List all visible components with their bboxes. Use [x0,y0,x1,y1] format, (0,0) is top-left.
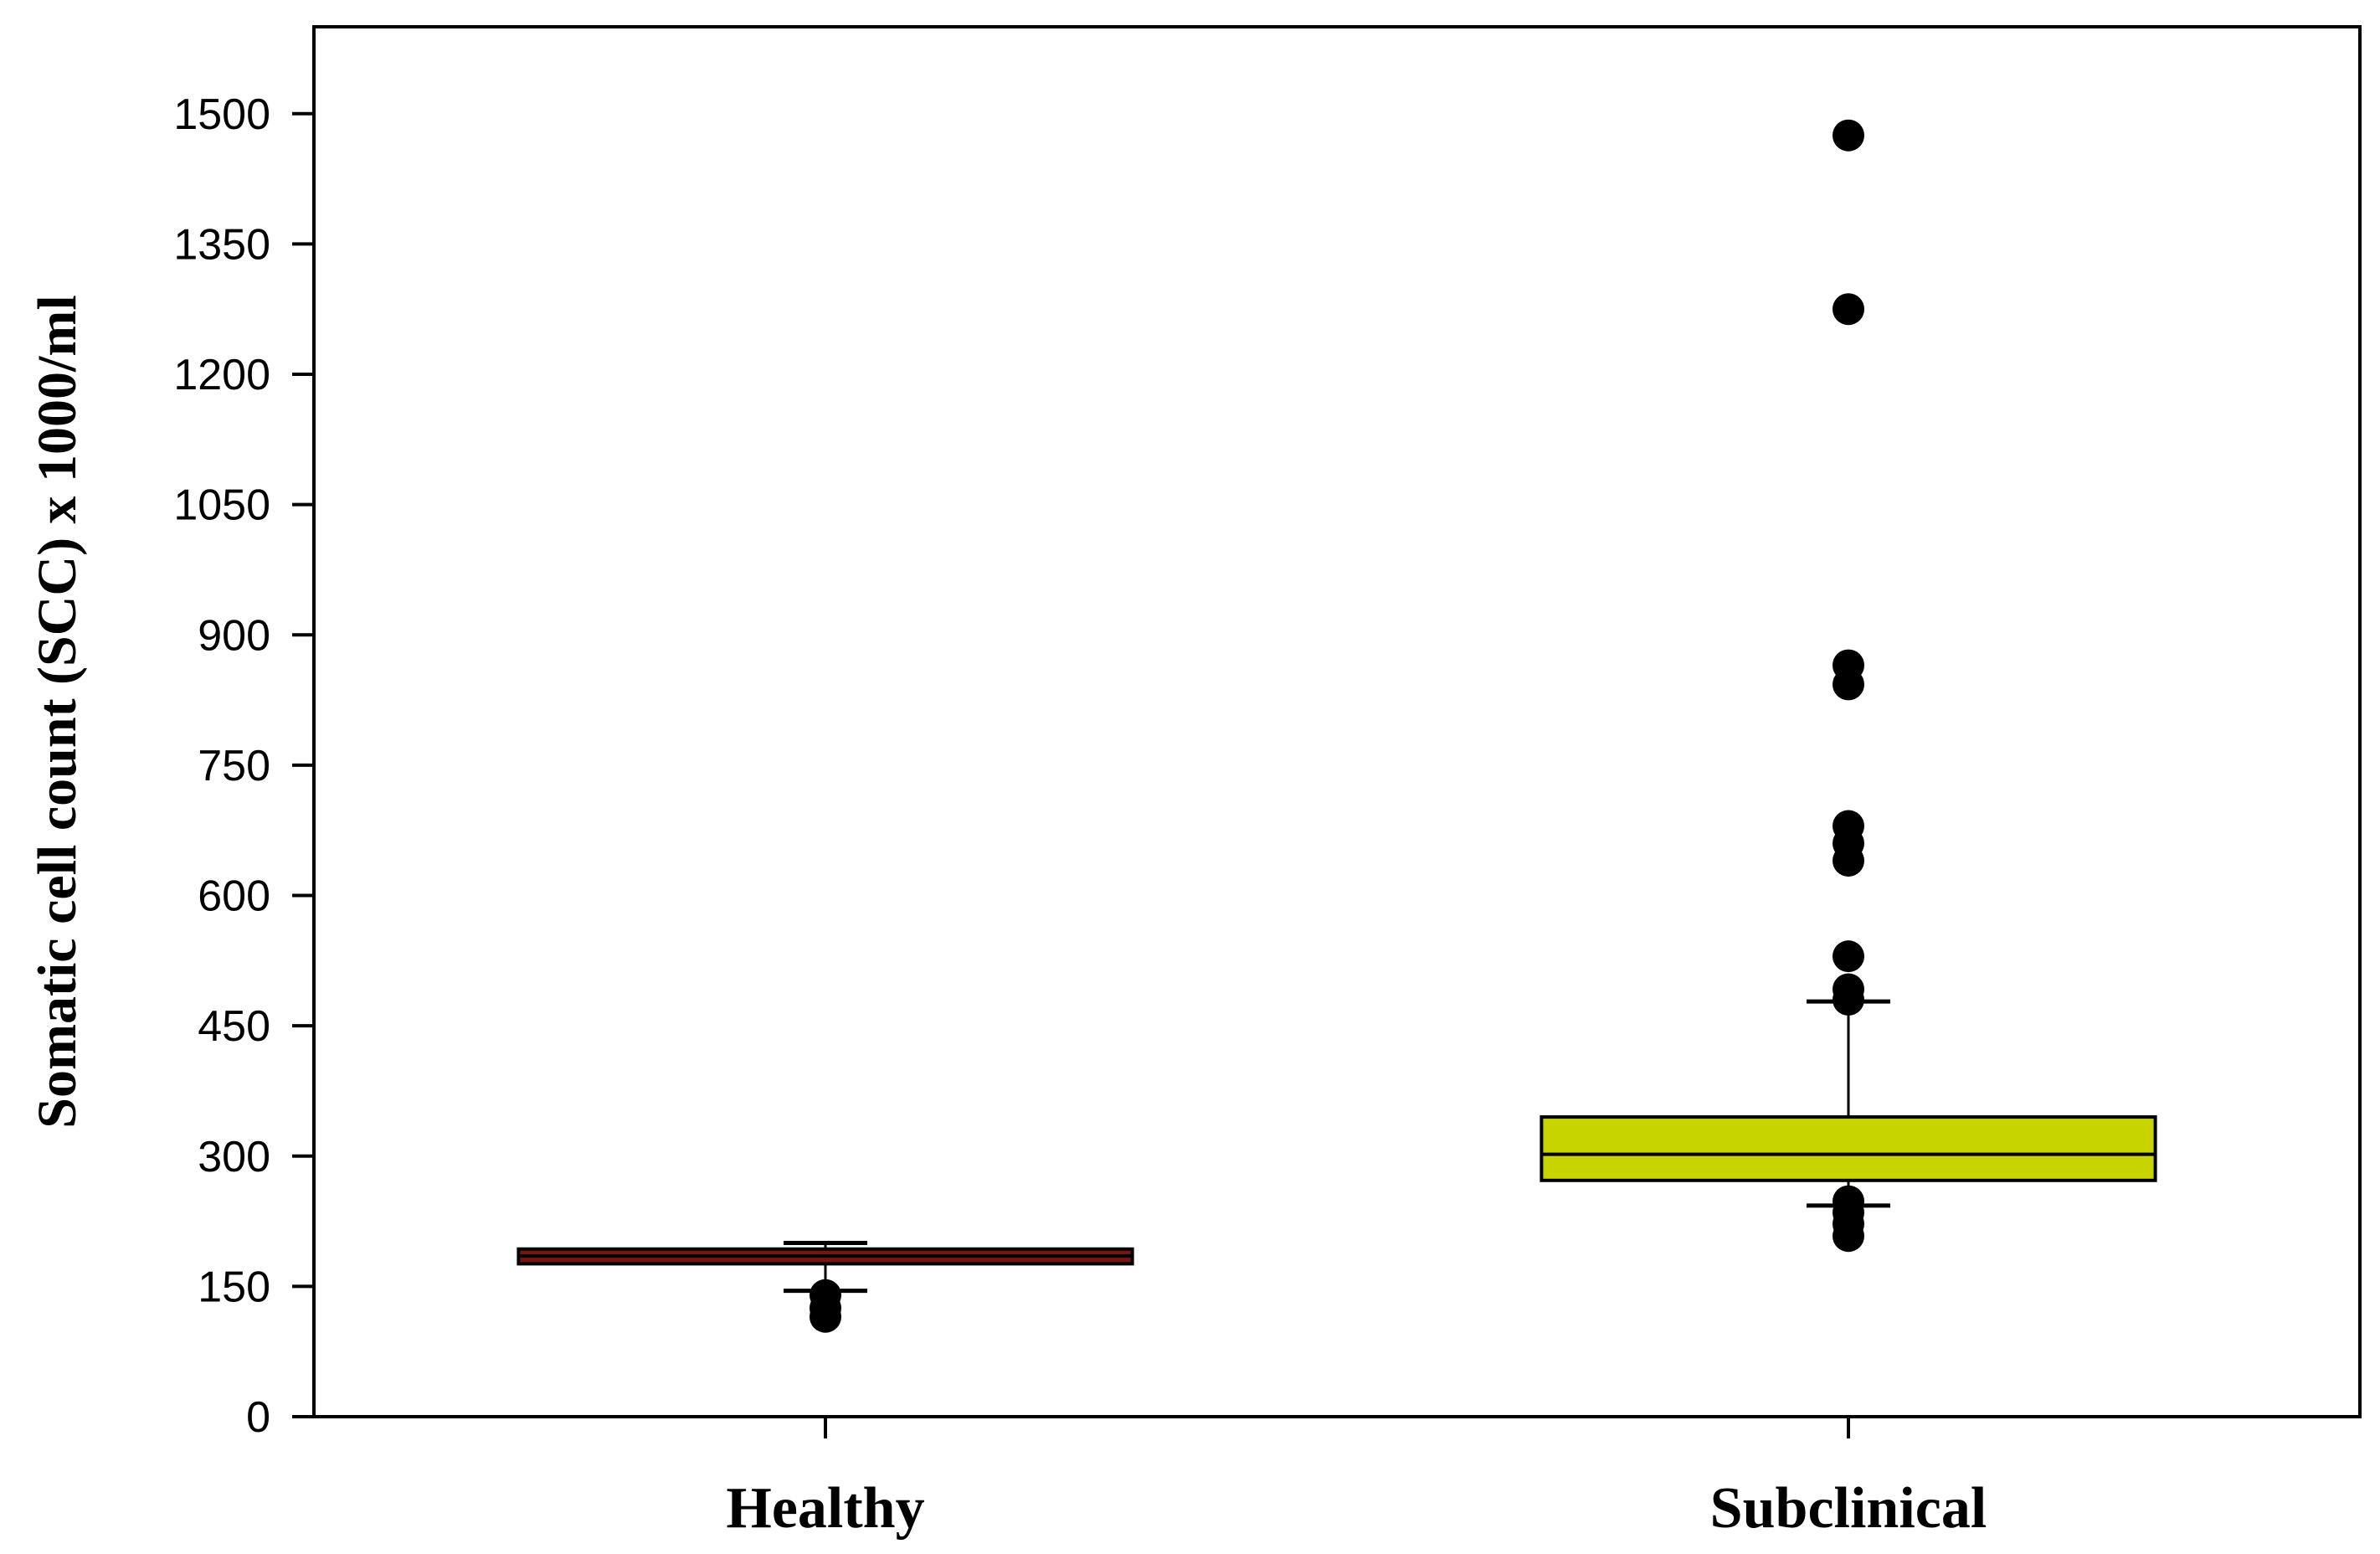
outlier-point [1833,293,1864,326]
box-iqr [1540,1115,2157,1182]
outlier-point [1833,119,1864,152]
y-tick-label: 900 [198,611,270,660]
y-tick-label: 750 [198,742,270,790]
y-tick-label: 1050 [173,481,270,530]
box-series [517,119,2157,1333]
y-tick-label: 450 [198,1002,270,1051]
x-category-label: Subclinical [1710,1476,1987,1541]
y-tick-label: 150 [198,1263,270,1311]
y-axis: 0 150 300 450 600 750 900 1050 1200 1350 1500 [173,90,314,1442]
y-tick-label: 0 [246,1393,270,1442]
y-tick-label: 300 [198,1133,270,1181]
plot-area-frame [312,25,2362,1418]
y-tick-label: 600 [198,872,270,921]
outlier-point [1833,984,1864,1016]
y-tick-label: 1350 [173,220,270,269]
box-group-subclinical [1540,119,2157,1253]
y-tick-label: 1200 [173,351,270,399]
outlier-point [1833,845,1864,877]
outlier-point [1833,1220,1864,1253]
outlier-point [1833,940,1864,973]
outlier-point [1833,668,1864,701]
box-group-healthy [517,1241,1134,1333]
y-tick-label: 1500 [173,90,270,139]
x-axis: Healthy Subclinical [726,1417,1987,1541]
y-axis-title: Somatic cell count (SCC) x 1000/ml [27,295,88,1128]
outlier-point [810,1300,841,1333]
x-category-label: Healthy [726,1476,924,1541]
